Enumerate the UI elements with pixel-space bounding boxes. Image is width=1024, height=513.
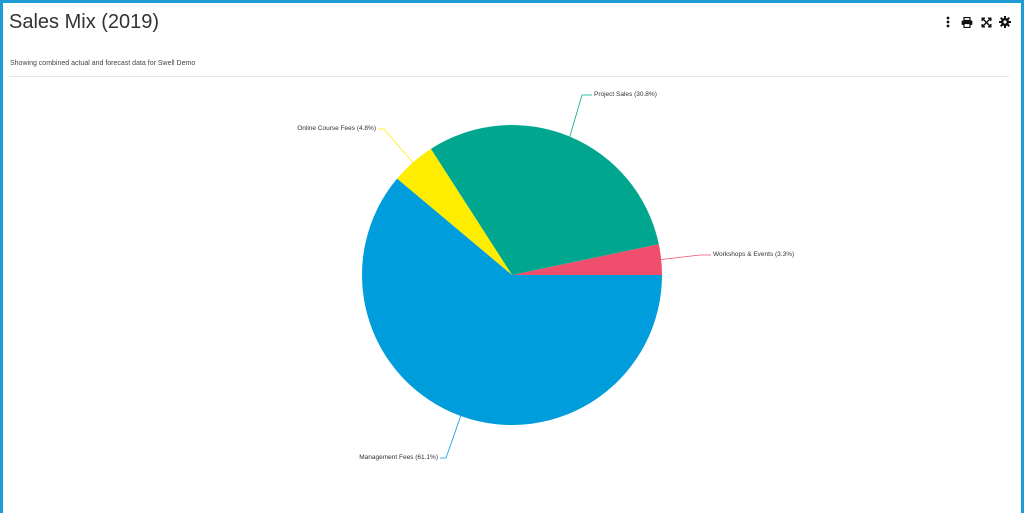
slice-label: Project Sales (30.8%)	[594, 91, 657, 98]
divider	[9, 76, 1009, 77]
leader-line	[440, 415, 462, 459]
pie-slices	[362, 124, 662, 426]
leader-line	[661, 254, 711, 260]
print-icon[interactable]	[961, 16, 973, 28]
pie-slice[interactable]	[512, 244, 662, 275]
leader-line	[378, 128, 414, 163]
gear-icon[interactable]	[999, 16, 1011, 28]
slice-label: Online Course Fees (4.8%)	[297, 125, 376, 132]
page-title: Sales Mix (2019)	[9, 11, 160, 33]
slice-label: Workshops & Events (3.3%)	[713, 251, 794, 258]
chart-subtitle: Showing combined actual and forecast dat…	[10, 60, 196, 67]
slice-label: Management Fees (61.1%)	[359, 454, 438, 461]
more-icon[interactable]	[942, 16, 954, 28]
pie-slice[interactable]	[430, 124, 659, 275]
panel-toolbar	[942, 16, 1011, 28]
pie-slice[interactable]	[397, 148, 512, 275]
pie-labels: Workshops & Events (3.3%) Project Sales (…	[297, 91, 794, 461]
expand-icon[interactable]	[980, 16, 992, 28]
leader-line	[569, 94, 592, 137]
pie-leader-lines	[378, 94, 711, 459]
pie-slice[interactable]	[362, 178, 662, 426]
